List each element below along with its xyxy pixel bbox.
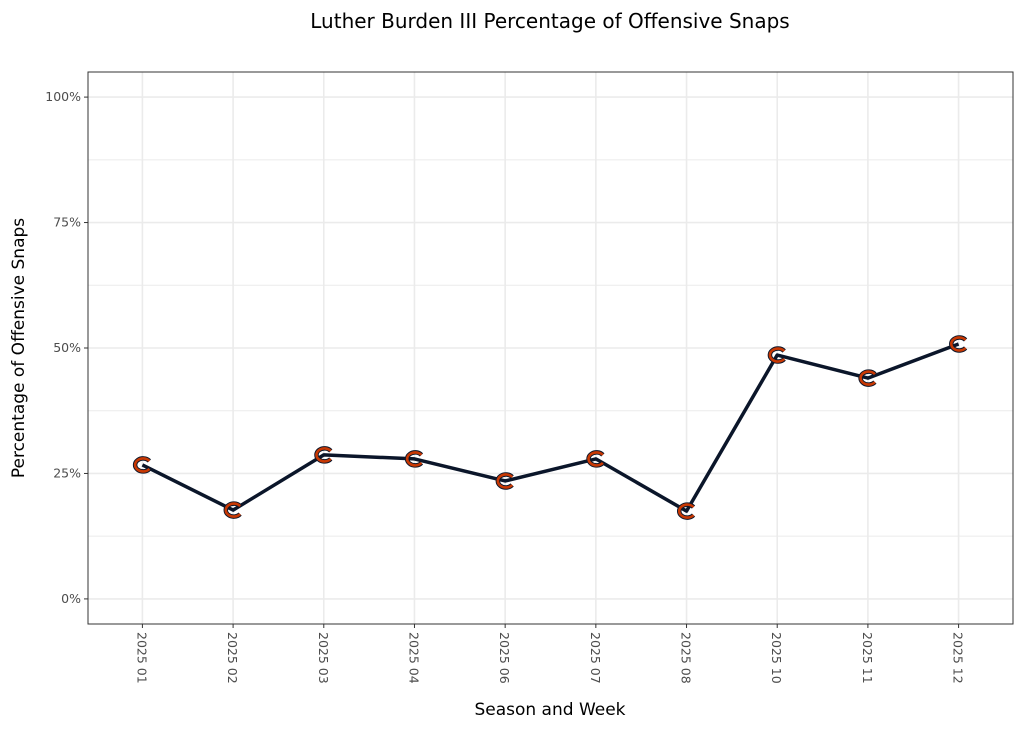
- data-point: [950, 336, 967, 352]
- data-point: [859, 370, 876, 386]
- y-tick-label: 25%: [53, 465, 81, 480]
- panel-border: [87, 71, 1014, 625]
- grid: [88, 72, 1013, 624]
- bears-c-logo-icon: [858, 369, 877, 387]
- x-tick-label: 2025 04: [406, 632, 421, 684]
- x-axis-label: Season and Week: [474, 700, 625, 720]
- y-tick-label: 50%: [53, 340, 81, 355]
- bears-c-logo-icon: [767, 346, 786, 364]
- series: [132, 335, 968, 520]
- data-point: [315, 447, 332, 463]
- bears-c-logo-icon: [223, 501, 242, 519]
- data-point: [133, 457, 151, 473]
- bears-c-logo-icon: [314, 446, 333, 464]
- series-line: [141, 342, 960, 513]
- y-axis: 0% 25% 50% 75% 100%: [45, 89, 88, 606]
- y-tick-label: 100%: [45, 89, 81, 104]
- x-axis: 2025 01 2025 02 2025 03 2025 04 2025 06 2025 …: [134, 624, 966, 684]
- x-tick-label: 2025 06: [497, 632, 512, 684]
- y-axis-label: Percentage of Offensive Snaps: [9, 218, 29, 478]
- bears-c-logo-icon: [132, 456, 152, 474]
- bears-c-logo-icon: [586, 450, 605, 468]
- data-point: [587, 451, 604, 467]
- bears-c-logo-icon: [404, 450, 424, 468]
- bears-c-logo-icon: [495, 472, 514, 490]
- data-point: [496, 473, 514, 489]
- x-tick-label: 2025 10: [769, 632, 784, 684]
- data-point: [405, 451, 423, 467]
- data-point: [768, 347, 786, 363]
- x-tick-label: 2025 02: [225, 632, 240, 684]
- x-tick-label: 2025 11: [860, 632, 875, 684]
- bears-c-logo-icon: [677, 502, 696, 520]
- x-tick-label: 2025 03: [316, 632, 331, 684]
- y-tick-label: 0%: [61, 591, 81, 606]
- y-tick-label: 75%: [53, 215, 81, 230]
- x-tick-label: 2025 07: [588, 632, 603, 684]
- data-point: [678, 503, 695, 519]
- x-tick-label: 2025 08: [679, 632, 694, 684]
- bears-c-logo-icon: [949, 335, 968, 353]
- x-tick-label: 2025 12: [951, 632, 966, 684]
- chart-title: Luther Burden III Percentage of Offensiv…: [310, 9, 789, 33]
- x-tick-label: 2025 01: [134, 632, 149, 684]
- data-point: [224, 502, 242, 518]
